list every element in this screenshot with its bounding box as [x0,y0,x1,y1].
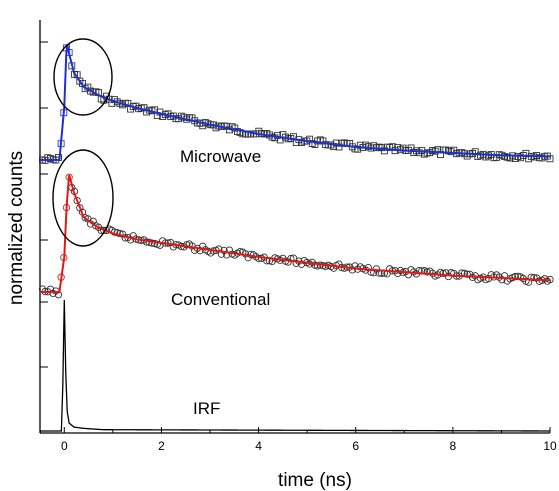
x-axis-title: time (ns) [278,470,352,491]
data-point [255,254,263,263]
x-tick-label: 4 [255,439,262,453]
series-layer [38,44,554,432]
irf-trace [40,299,550,432]
fit-line [40,174,551,293]
data-point [527,273,535,281]
data-point [49,289,57,298]
data-point [297,260,306,268]
data-point [73,196,81,205]
data-point [484,274,493,283]
x-tick-label: 0 [61,439,68,453]
y-ticks [40,41,48,432]
series-label-microwave: Microwave [180,147,261,166]
x-tick-label: 10 [543,439,557,453]
series-label-conventional: Conventional [171,290,270,309]
data-point [498,276,506,284]
series-label-irf: IRF [193,399,220,418]
data-point [348,266,356,274]
x-tick-label: 2 [158,439,165,453]
data-point [148,239,156,247]
data-point [463,270,471,278]
series-irf [40,299,550,432]
data-point [530,273,538,282]
x-tick-label: 8 [450,439,457,453]
data-markers [38,44,554,164]
fit-line [40,44,551,161]
x-tick-label: 6 [352,439,359,453]
microwave-peak-ellipse [53,38,113,116]
data-point [511,272,519,281]
y-axis-title: normalized counts [6,151,27,305]
data-point [439,269,447,278]
series-microwave [38,44,554,164]
series-conventional [38,173,554,299]
conventional-peak-ellipse [52,149,114,247]
data-point [541,275,549,283]
data-point [183,241,191,249]
data-markers [38,173,554,299]
